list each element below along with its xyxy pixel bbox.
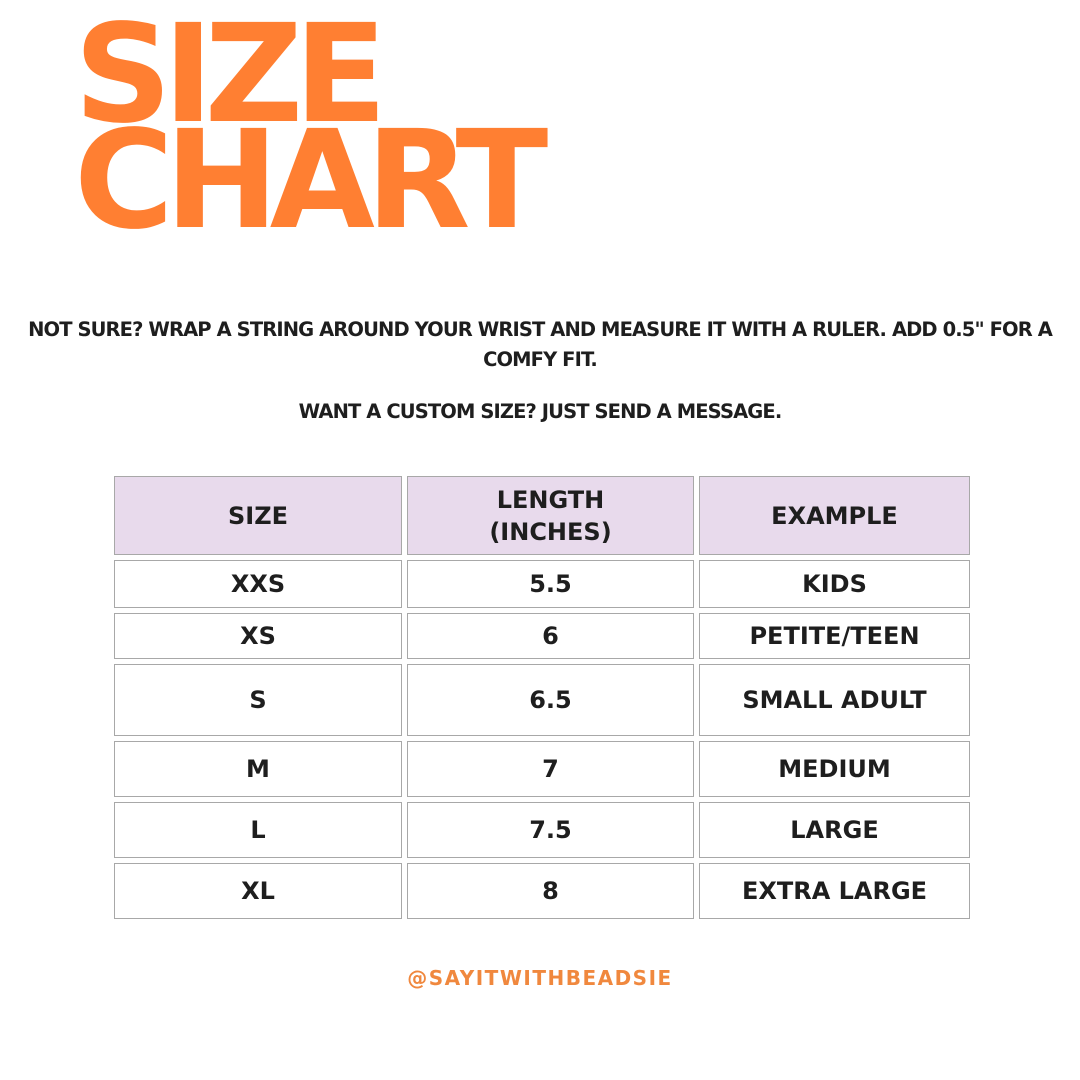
table-row: XL 8 EXTRA LARGE (114, 863, 970, 919)
table-cell: 6 (407, 613, 694, 659)
table-cell: 6.5 (407, 664, 694, 736)
title-line: CHART (74, 102, 548, 260)
table-cell: PETITE/TEEN (699, 613, 970, 659)
table-cell: XL (114, 863, 402, 919)
header-text: SIZE (227, 501, 288, 530)
table-cell: 8 (407, 863, 694, 919)
size-table: SIZE LENGTH (INCHES) EXAMPLE XXS 5.5 KIDS X… (109, 471, 975, 924)
table-cell: MEDIUM (699, 741, 970, 797)
header-text: EXAMPLE (771, 501, 898, 530)
header-text: LENGTH (INCHES) (489, 485, 612, 546)
instruction: WANT A CUSTOM SIZE? JUST SEND A MESSAGE. (298, 400, 783, 423)
table-cell: 7 (407, 741, 694, 797)
table-cell: 7.5 (407, 802, 694, 858)
table-cell: SMALL ADULT (699, 664, 970, 736)
table-row: L 7.5 LARGE (114, 802, 970, 858)
table-row: S 6.5 SMALL ADULT (114, 664, 970, 736)
table-row: XXS 5.5 KIDS (114, 560, 970, 608)
table-row: M 7 MEDIUM (114, 741, 970, 797)
header-cell: LENGTH (INCHES) (407, 476, 694, 555)
table-cell: L (114, 802, 402, 858)
table-cell: XS (114, 613, 402, 659)
table-cell: M (114, 741, 402, 797)
handle: @SAYITWITHBEADSIE (407, 966, 673, 990)
table-row: XS 6 PETITE/TEEN (114, 613, 970, 659)
table-cell: S (114, 664, 402, 736)
title: SIZE CHART (74, 0, 548, 260)
header-cell: EXAMPLE (699, 476, 970, 555)
title-line: SIZE (74, 0, 387, 154)
table-cell: LARGE (699, 802, 970, 858)
instruction: NOT SURE? WRAP A STRING AROUND YOUR WRIS… (28, 318, 1053, 371)
header-cell: SIZE (114, 476, 402, 555)
header-row: SIZE LENGTH (INCHES) EXAMPLE (114, 476, 970, 555)
table-cell: KIDS (699, 560, 970, 608)
table-cell: XXS (114, 560, 402, 608)
table-cell: EXTRA LARGE (699, 863, 970, 919)
table-cell: 5.5 (407, 560, 694, 608)
